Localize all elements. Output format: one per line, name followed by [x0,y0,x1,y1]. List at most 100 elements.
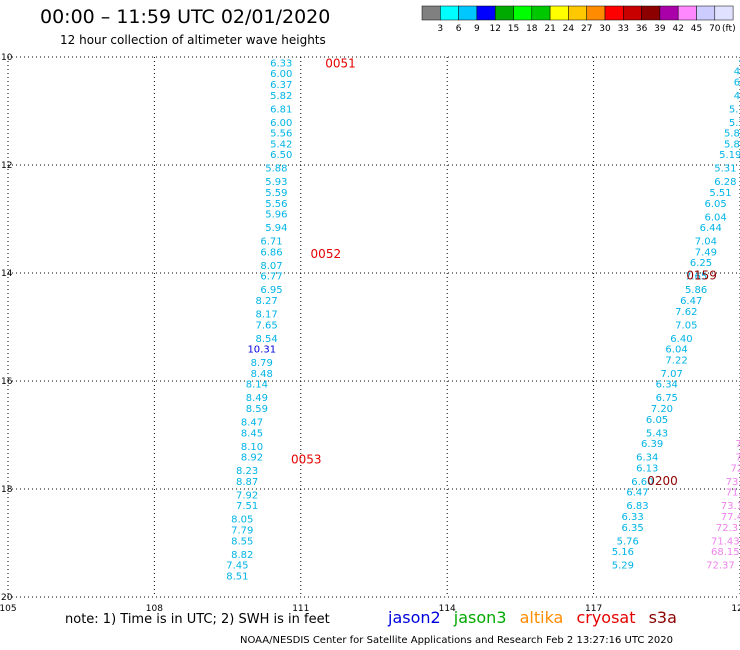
scale-swatch [476,5,496,21]
scale-label: 70 [709,24,721,34]
y-tick-label: 12 [1,161,12,171]
wave-height-label: 6.95 [260,285,282,296]
scale-swatch [659,5,679,21]
scale-swatch [677,5,697,21]
wave-height-label: 6.71 [260,237,282,248]
wave-height-label: 8.10 [241,442,263,453]
wave-height-label: 5.29 [612,561,634,572]
wave-height-label: 7.65 [256,320,278,331]
pass-label: 0052 [311,247,342,261]
wave-height-label: 5.59 [265,188,287,199]
wave-height-label: 8.48 [251,369,273,380]
wave-height-label: 7.92 [236,490,258,501]
y-tick-label: 20 [1,593,13,603]
wave-height-label: 6.00 [270,118,292,129]
wave-height-label: 4.83 [739,56,740,67]
wave-height-label: 8.82 [231,550,253,561]
wave-height-label: 73.05 [726,477,740,488]
wave-height-label: 6.04 [704,212,726,223]
x-tick-label: 105 [0,604,17,614]
x-tick-label: 108 [146,604,163,614]
wave-height-label: 6.81 [270,104,292,115]
wave-height-label: 6.40 [670,334,692,345]
pass-label: 0200 [647,474,678,488]
scale-label: 3 [437,24,443,34]
wave-height-label: 6.44 [700,223,722,234]
wave-height-label: 8.45 [241,428,263,439]
wave-height-label: 7.62 [675,307,697,318]
scale-label: 21 [544,24,555,34]
wave-height-label: 8.47 [241,418,263,429]
wave-height-label: 5.87 [724,129,740,140]
wave-height-label: 5.87 [724,139,740,150]
scale-label: 36 [636,24,648,34]
scale-label: 27 [581,24,592,34]
chart-subtitle: 12 hour collection of altimeter wave hei… [60,33,326,47]
wave-height-label: 72.30 [731,463,740,474]
wave-height-label: 5.51 [709,188,731,199]
scale-swatch [641,5,661,21]
chart-title: 00:00 – 11:59 UTC 02/01/2020 [40,6,331,28]
scale-label: 33 [618,24,629,34]
scale-label: 9 [474,24,480,34]
wave-height-label: 8.79 [251,358,273,369]
wave-height-label: 6.83 [626,501,648,512]
wave-height-label: 7.49 [695,247,717,258]
wave-height-label: 6.05 [704,199,726,210]
footer-credit: NOAA/NESDIS Center for Satellite Applica… [240,635,673,646]
wave-height-label: 77.48 [721,512,740,523]
scale-swatch [494,5,514,21]
wave-height-label: 6.86 [260,247,282,258]
wave-height-label: 5.96 [265,210,287,221]
wave-height-label: 7.07 [661,369,683,380]
scale-label: 45 [691,24,702,34]
wave-height-label: 8.92 [241,453,263,464]
scale-swatch [586,5,606,21]
wave-height-label: 72.37 [716,523,740,534]
wave-height-label: 6.13 [636,463,658,474]
pass-label: 0051 [325,56,356,70]
wave-height-label: 6.34 [656,380,678,391]
color-scale-bar: 3 6 9 12 15 18 21 24 27 30 33 36 39 42 45 70 (ft) [421,5,736,34]
wave-height-label: 6.28 [714,177,736,188]
wave-height-label: 5.86 [685,285,707,296]
wave-height-label: 5.19 [719,150,740,161]
wave-height-label: 8.49 [246,393,268,404]
wave-height-label: 5.16 [612,547,634,558]
wave-height-label: 4.99 [734,67,740,78]
wave-height-label: 8.17 [256,310,278,321]
pass-label: 0159 [686,269,717,283]
scale-label: 30 [599,24,611,34]
wave-height-label: 6.25 [690,258,712,269]
wave-height-label: 10.31 [247,345,276,356]
scale-label: 6 [456,24,462,34]
wave-height-label: 7.51 [236,501,258,512]
wave-height-label: 7.65 [685,272,707,283]
scale-swatch [714,5,734,21]
legend-jason2: jason2 [388,608,441,627]
wave-height-label: 8.59 [246,404,268,415]
footer-note: note: 1) Time is in UTC; 2) SWH is in fe… [65,612,330,627]
wave-height-label: 5.43 [646,428,668,439]
wave-height-label: 7.79 [231,526,253,537]
wave-height-label: 6.37 [270,80,292,91]
wave-height-label: 7.05 [675,320,697,331]
scale-swatch [568,5,587,21]
y-tick-label: 18 [1,485,13,495]
scale-swatch [421,5,441,21]
satellite-legend: jason2 jason3 altika cryosat s3a [388,608,685,627]
wave-height-label: 6.00 [270,69,292,80]
wave-height-label: 6.36 [734,77,740,88]
scale-swatch [458,5,478,21]
wave-height-label: 6.04 [665,345,687,356]
wave-height-label: 5.82 [270,91,292,102]
wave-height-label: 5.93 [265,177,287,188]
wave-height-label: 5.56 [265,199,287,210]
wave-height-label: 6.75 [656,393,678,404]
wave-height-label: 6.47 [680,296,702,307]
legend-jason3: jason3 [453,608,507,627]
wave-height-label: 6.77 [260,272,282,283]
wave-height-label: 71.43 [711,536,740,547]
wave-height-label: 6.33 [270,58,292,69]
